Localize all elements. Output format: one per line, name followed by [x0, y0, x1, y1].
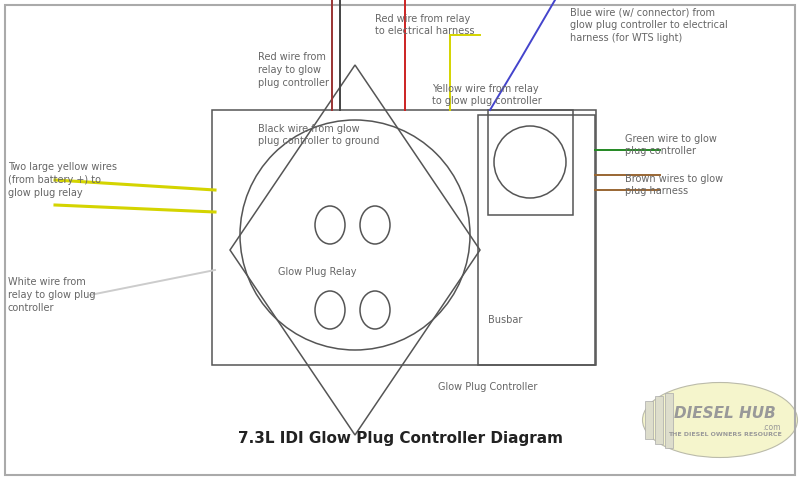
Text: Yellow wire from relay
to glow plug controller: Yellow wire from relay to glow plug cont… [432, 84, 542, 107]
Text: Red wire from relay
to electrical harness: Red wire from relay to electrical harnes… [375, 13, 474, 36]
Text: .com: .com [762, 423, 781, 432]
Bar [212, 110, 596, 365]
Text: DIESEL HUB: DIESEL HUB [674, 406, 776, 420]
Bar [645, 401, 653, 439]
Bar [488, 110, 573, 215]
Ellipse shape [642, 383, 798, 457]
Text: Two large yellow wires
(from battery +) to
glow plug relay: Two large yellow wires (from battery +) … [8, 162, 117, 198]
Text: Busbar: Busbar [488, 315, 522, 325]
Bar [665, 393, 673, 447]
Text: THE DIESEL OWNERS RESOURCE: THE DIESEL OWNERS RESOURCE [668, 432, 782, 436]
Bar [478, 115, 595, 365]
Text: Glow Plug Controller: Glow Plug Controller [438, 382, 538, 392]
Text: Green wire to glow
plug controller: Green wire to glow plug controller [625, 133, 717, 156]
Text: Red wire from
relay to glow
plug controller: Red wire from relay to glow plug control… [258, 52, 329, 88]
Text: 7.3L IDI Glow Plug Controller Diagram: 7.3L IDI Glow Plug Controller Diagram [238, 431, 562, 445]
Text: Brown wires to glow
plug harness: Brown wires to glow plug harness [625, 174, 723, 196]
Text: White wire from
relay to glow plug
controller: White wire from relay to glow plug contr… [8, 277, 95, 313]
Text: Black wire from glow
plug controller to ground: Black wire from glow plug controller to … [258, 124, 379, 146]
Text: Glow Plug Relay: Glow Plug Relay [278, 267, 357, 277]
Bar [655, 396, 663, 444]
Text: Blue wire (w/ connector) from
glow plug controller to electrical
harness (for WT: Blue wire (w/ connector) from glow plug … [570, 7, 728, 43]
